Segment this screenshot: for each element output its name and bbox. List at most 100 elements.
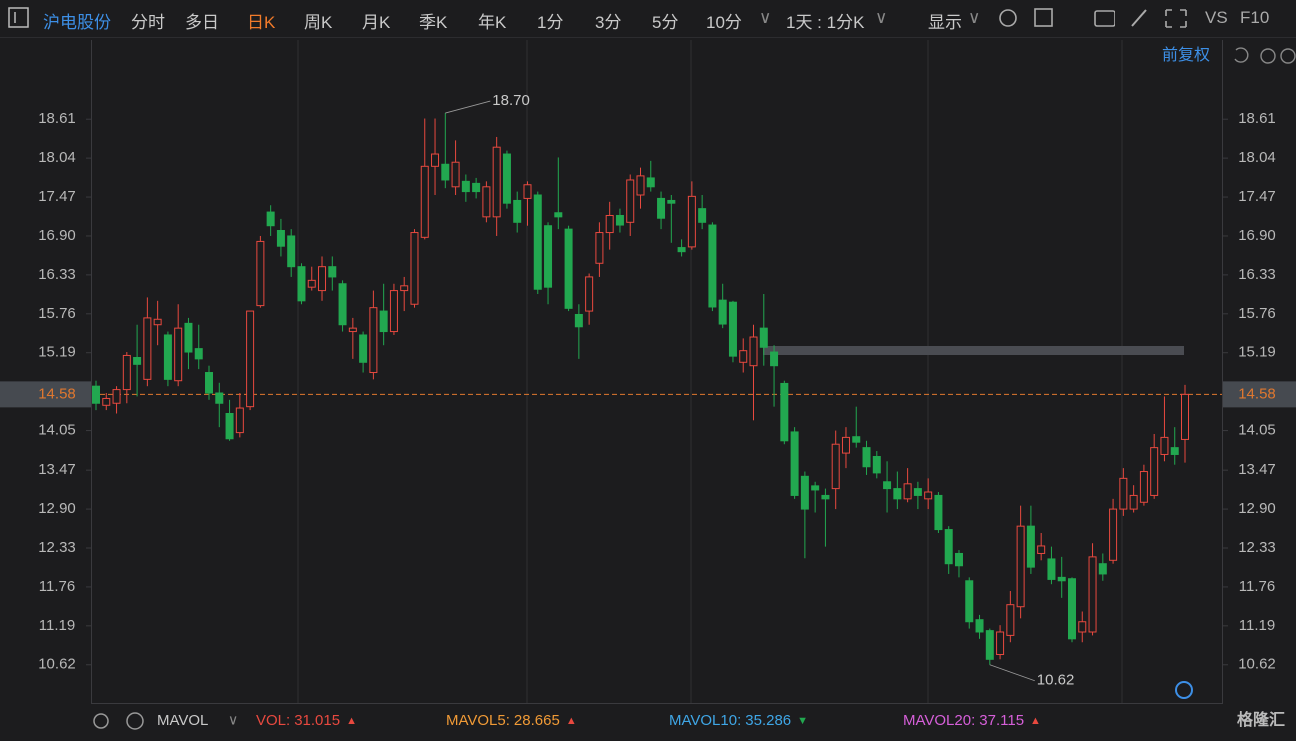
y-tick-label: 14.05 (38, 422, 76, 439)
candle-body (441, 163, 450, 181)
candle-body (338, 283, 347, 326)
y-tick-label: 16.90 (1238, 227, 1276, 244)
candle-body (379, 310, 388, 333)
period-tab[interactable]: 月K (362, 13, 391, 32)
candle-body (1181, 393, 1189, 440)
y-tick-label: 16.33 (1238, 266, 1276, 283)
candle-body (564, 228, 573, 309)
period-tab[interactable]: 季K (419, 13, 448, 32)
y-tick-label: 18.04 (1238, 149, 1276, 166)
indicator-value: MAVOL5: 28.665 ▲ (446, 712, 577, 729)
dropdown-caret[interactable]: ∨ (228, 712, 238, 728)
candle-body (554, 212, 563, 218)
period-tab[interactable]: 日K (247, 13, 276, 32)
period-tab[interactable]: 5分 (652, 13, 679, 32)
y-tick-label: 13.47 (38, 461, 76, 478)
candle-body (266, 211, 275, 227)
y-tick-label: 13.47 (1238, 461, 1276, 478)
candle-body (328, 266, 337, 278)
candle-body (924, 491, 933, 500)
period-tab[interactable]: 周K (304, 13, 333, 32)
candle-body (893, 488, 902, 500)
candle-body (790, 431, 799, 496)
adjust-label[interactable]: 前复权 (1162, 46, 1210, 64)
indicator-name[interactable]: MAVOL (157, 712, 208, 729)
y-tick-label: 11.19 (1239, 617, 1275, 634)
candle-body (492, 146, 501, 218)
candle-body (985, 630, 994, 660)
period-tab[interactable]: 10分 (706, 13, 742, 32)
candle-body (472, 182, 481, 193)
candle-body (831, 443, 840, 490)
month-separators (297, 40, 1123, 703)
indicator-bar (0, 704, 1296, 741)
candle-body (143, 317, 152, 380)
candle-body (523, 184, 532, 199)
y-tick-label: 12.90 (1238, 500, 1276, 517)
candle-body (1109, 508, 1118, 561)
menu-icon[interactable] (8, 7, 30, 29)
stock-name[interactable]: 沪电股份 (43, 13, 111, 32)
display-menu[interactable]: 显示 (928, 13, 962, 32)
candle-body (194, 348, 203, 360)
candle-body (626, 179, 635, 223)
y-tick-label: 16.33 (38, 266, 76, 283)
y-tick-label: 11.76 (39, 578, 75, 595)
period-tab[interactable]: 3分 (595, 13, 622, 32)
dropdown-caret[interactable]: ∨ (875, 8, 888, 27)
candle-body (431, 153, 440, 167)
candle-body (461, 180, 470, 193)
range-select[interactable]: 1天 : 1分K (786, 13, 865, 32)
locate-icon[interactable] (1175, 681, 1193, 699)
y-tick-label: 12.33 (38, 539, 76, 556)
candle-body (954, 552, 963, 567)
candle-body (174, 327, 183, 382)
period-tab[interactable]: 1分 (537, 13, 564, 32)
period-tab[interactable]: 年K (478, 13, 507, 32)
reset-icon[interactable] (1234, 47, 1249, 63)
candle-body (256, 240, 265, 307)
y-tick-label: 16.90 (38, 227, 76, 244)
zoom-out-icon[interactable] (1260, 48, 1276, 64)
last-price-label: 14.58 (1238, 385, 1276, 402)
zoom-in-icon[interactable] (1280, 48, 1296, 64)
dropdown-caret[interactable]: ∨ (968, 8, 981, 27)
candle-body (687, 195, 696, 248)
candle-body (533, 194, 542, 290)
candle-body (759, 327, 768, 348)
candle-body (903, 483, 912, 500)
indicator-settings[interactable] (93, 713, 109, 729)
candle-body (1160, 436, 1169, 455)
annotation-leader (989, 664, 1035, 682)
f10-button[interactable]: F10 (1240, 8, 1270, 27)
dropdown-caret[interactable]: ∨ (759, 8, 772, 27)
candle-body (133, 357, 142, 365)
candle-body (739, 350, 748, 363)
vs-button[interactable]: VS (1205, 8, 1228, 27)
camera-icon[interactable] (1094, 10, 1115, 27)
candle-body (1006, 604, 1015, 636)
indicator-arrow: ▼ (797, 715, 808, 727)
y-tick-label: 15.19 (1238, 344, 1276, 361)
candle-body (585, 276, 594, 312)
indicator-arrow: ▲ (566, 715, 577, 727)
fullscreen-icon[interactable] (1165, 9, 1187, 28)
settings-icon[interactable] (999, 9, 1017, 27)
y-tick-label: 17.47 (1238, 188, 1276, 205)
box-icon[interactable] (1034, 8, 1053, 27)
candle-body (1078, 621, 1087, 633)
indicator-close[interactable] (126, 712, 144, 730)
candle-body (615, 214, 624, 226)
candle-body (718, 299, 727, 325)
candle-body (544, 225, 553, 288)
y-tick-label: 10.62 (38, 656, 76, 673)
toolbar: 沪电股份 ∨ 1天 : 1分K ∨ 显示 ∨ VS F10 分时 多日 日K 周K 月K… (0, 0, 1296, 38)
candle-body (657, 197, 666, 219)
drawn-band (763, 346, 1184, 355)
last-price-box (1223, 381, 1296, 408)
candle-body (122, 354, 131, 391)
period-tab[interactable]: 多日 (185, 13, 219, 32)
period-tab[interactable]: 分时 (131, 13, 165, 32)
pen-icon[interactable] (1131, 9, 1147, 27)
